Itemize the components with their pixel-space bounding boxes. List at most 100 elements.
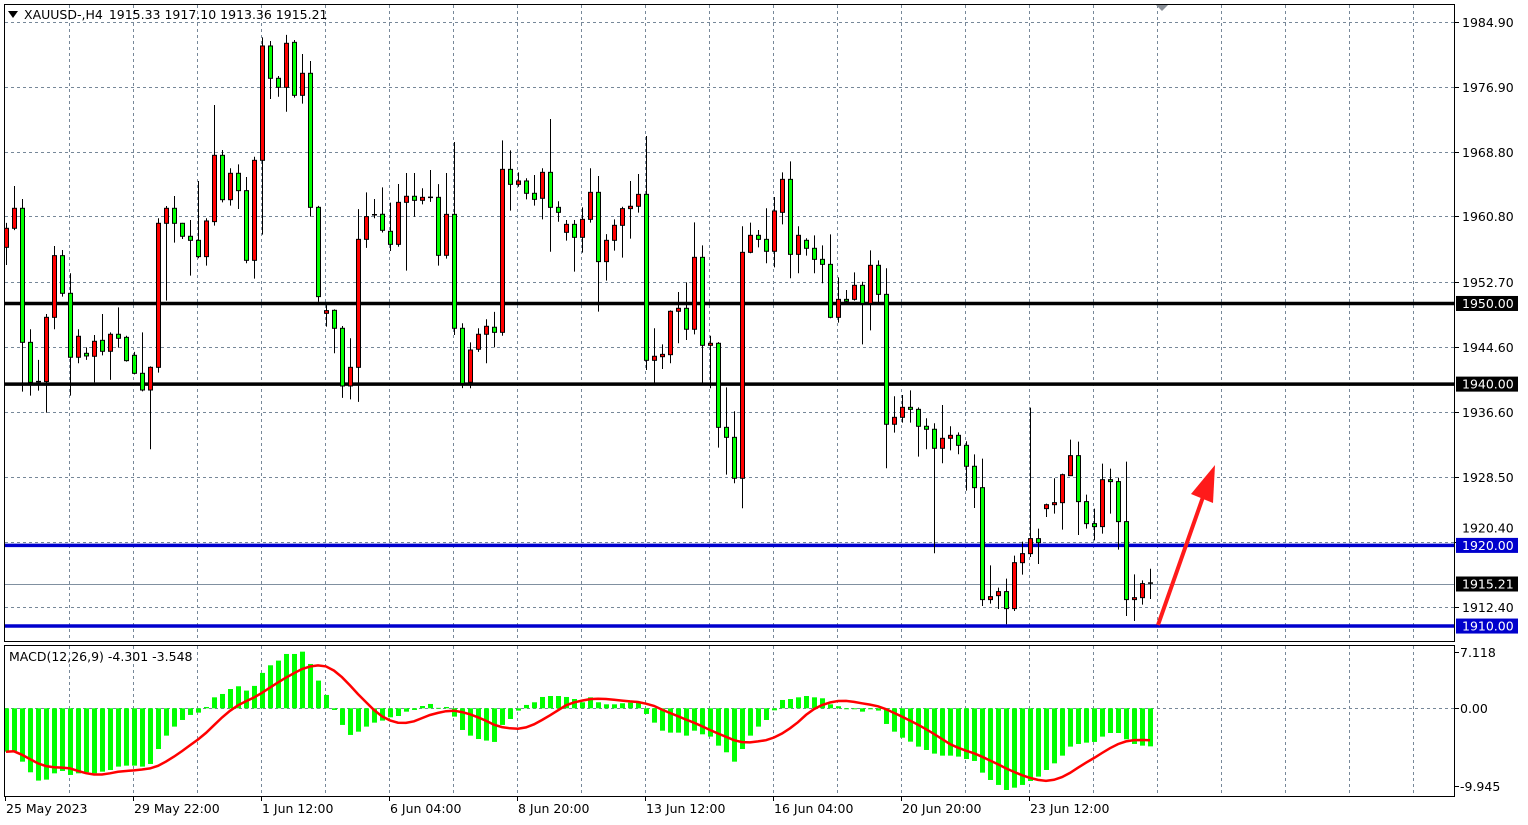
candle-body [244,190,249,261]
macd-histogram-bar [556,695,561,709]
candle-body [380,213,385,231]
candle [812,235,817,274]
candle-body [1060,474,1065,504]
candle-body [44,316,49,383]
candle [900,395,905,423]
macd-histogram-bar [188,708,193,715]
candle [1060,473,1065,530]
price-tick-label: 1928.50 [1462,470,1514,485]
candle-body [724,426,729,438]
candle [180,222,185,239]
triangle-down-icon[interactable] [8,11,18,18]
macd-histogram-bar [756,708,761,727]
macd-histogram-bar [300,651,305,709]
candle [1052,478,1057,514]
macd-histogram-bar [868,708,873,710]
candle [188,220,193,276]
level-price-badge [1456,295,1518,311]
candle-body [116,333,121,339]
price-tick-label: 1944.60 [1462,340,1514,355]
candle-body [780,178,785,213]
candle [324,305,329,327]
candle [740,226,745,509]
horizontal-levels[interactable] [5,301,1454,628]
candle-body [732,436,737,479]
macd-histogram-bar [324,694,329,709]
candle [636,173,641,213]
macd-histogram-bar [164,708,169,736]
macd-histogram-bar [28,708,33,773]
candle [476,328,481,352]
candle-body [996,591,1001,597]
candle [1140,580,1145,605]
macd-histogram-bar [724,708,729,753]
macd-histogram-bar [1012,708,1017,788]
macd-histogram-bar [780,699,785,709]
candle-body [100,339,105,352]
candle-body [404,195,409,203]
candle [860,281,865,345]
grid [5,5,1454,796]
macd-histogram-bar [1004,708,1009,790]
candle [788,161,793,279]
macd-histogram-bar [692,708,697,731]
macd-histogram-bar [340,708,345,725]
candle-body [1044,504,1049,510]
macd-histogram-bar [124,708,129,766]
candle [876,260,881,304]
candle-body [68,292,73,358]
candle-body [452,213,457,329]
candle [732,411,737,484]
candle [1068,439,1073,477]
macd-histogram-bar [1100,708,1105,737]
candle [364,192,369,248]
macd-histogram-bar [412,708,417,710]
macd-histogram-bar [892,708,897,732]
macd-histogram-bar [420,705,425,709]
candle [572,220,577,272]
candle [284,34,289,112]
level-price-label: 1950.00 [1462,296,1514,311]
candle-body [1020,553,1025,564]
candle [620,206,625,258]
macd-histogram-bar [532,702,537,709]
trend-arrow[interactable] [1156,465,1215,626]
candle-body [1140,583,1145,599]
candle [196,180,201,259]
macd-histogram-bar [12,708,17,751]
candle-body [92,340,97,357]
candle-body [28,341,33,383]
candle [940,405,945,464]
candle-body [364,216,369,240]
candle [348,338,353,400]
candle-body [828,263,833,318]
macd-histogram-bar [228,689,233,709]
macd-histogram-bar [668,708,673,733]
level-price-badge [1456,618,1518,634]
macd-histogram-bar [284,653,289,709]
candle-body [420,196,425,201]
candle [796,226,801,274]
candle-body [580,218,585,238]
macd-histogram-bar [956,708,961,757]
candle-body [588,191,593,220]
macd-histogram-bar [148,708,153,764]
macd-histogram-bar [980,708,985,773]
macd-histogram-bar [1148,708,1153,747]
candle-body [196,239,201,258]
candle [260,37,265,235]
candle [212,105,217,226]
candle [1092,508,1097,541]
candle-body [524,180,529,194]
chart-shift-marker-icon[interactable] [1156,5,1168,11]
candle-body [340,327,345,387]
macd-histogram-bar [844,708,849,710]
candle-body [252,159,257,261]
macd-histogram-bar [988,708,993,780]
macd-histogram-bar [876,708,881,711]
macd-histogram-bar [900,708,905,738]
candle [892,396,897,433]
candle [532,175,537,206]
candle [292,40,297,98]
